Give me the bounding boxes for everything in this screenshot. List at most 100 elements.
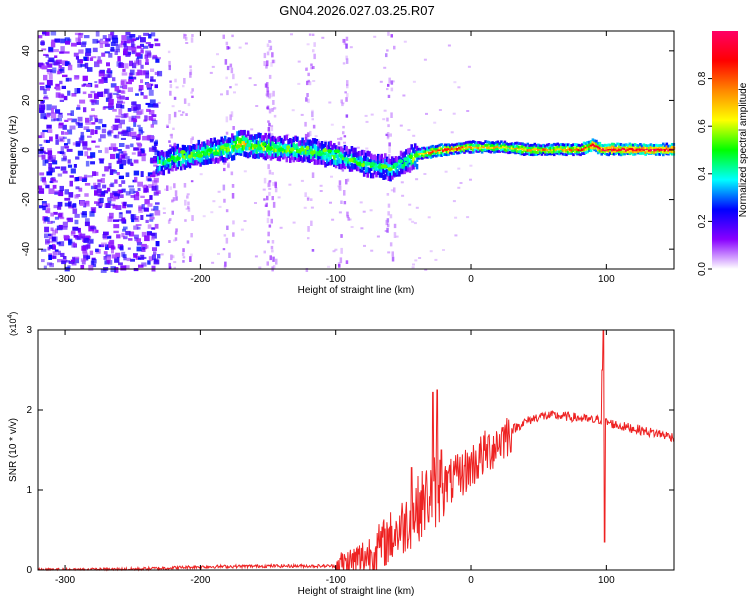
spectrogram-ridge-cell	[266, 138, 269, 145]
spectrogram-ridge-cell	[259, 147, 262, 154]
spectrogram-noise-cell	[118, 184, 122, 187]
spectrogram-ridge-cell	[428, 148, 431, 152]
snr-multiplier-base: (x10	[8, 318, 18, 336]
spectrogram-ridge-cell	[443, 153, 447, 156]
spectrogram-noise-cell	[125, 230, 131, 236]
spectrogram-noise-cell	[83, 107, 87, 113]
spectrogram-ridge-cell	[206, 149, 209, 155]
spectrogram-ridge-blob	[187, 154, 192, 159]
spectrogram-ridge-cell	[591, 146, 595, 150]
spectrogram-ridge-blob	[246, 143, 252, 148]
spectrogram-noise-cell	[116, 103, 122, 109]
spectrogram-noise-cell	[60, 146, 64, 152]
spectrogram-ridge-cell	[660, 151, 663, 155]
spectrogram-ridge-cell	[598, 146, 602, 150]
spectrogram-ridge-cell	[421, 146, 424, 150]
spectrogram-ridge-cell	[537, 148, 540, 151]
spectrogram-ridge-cell	[531, 153, 535, 157]
spectrogram-ridge-cell	[670, 152, 674, 156]
spectrogram-ridge-cell	[387, 158, 391, 164]
spectrogram-ridge-cell	[231, 133, 234, 139]
spectrogram-streak-cell	[187, 201, 190, 206]
spectrogram-ridge-cell	[410, 144, 413, 150]
spectrogram-streak-cell	[385, 219, 388, 226]
spectrogram-streak-cell	[393, 187, 396, 193]
spectrogram-noise-cell	[103, 251, 108, 255]
spectrogram-ridge-cell	[222, 142, 225, 148]
spectrogram-ridge-cell	[647, 150, 651, 154]
spectrogram-ridge-cell	[216, 158, 220, 164]
spectrogram-streak-cell	[306, 93, 309, 97]
spectrogram-noise-cell	[96, 40, 101, 43]
spectrogram-noise-cell	[82, 91, 87, 95]
spectrogram-ridge-cell	[521, 150, 524, 154]
spectrogram-ridge-cell	[619, 146, 623, 150]
spectrogram-noise-cell	[59, 185, 64, 191]
spectrogram-ridge-cell	[267, 133, 271, 139]
spectrogram-ridge-cell	[514, 145, 517, 149]
spectrogram-streak-cell	[271, 108, 274, 112]
spectrogram-ridge-cell	[654, 148, 658, 152]
spectrogram-ridge-cell	[378, 155, 382, 161]
spectrogram-ridge-cell	[581, 148, 584, 152]
spectrogram-faint-cell	[383, 66, 387, 69]
spectrogram-noise-cell	[46, 87, 50, 91]
spectrogram-noise-cell	[42, 31, 46, 36]
spectrogram-noise-cell	[78, 232, 82, 239]
snr-x-tick-label: -300	[55, 575, 75, 586]
spectrogram-ridge-cell	[535, 147, 538, 151]
spectrogram-streak-cell	[345, 43, 348, 49]
spectrogram-ridge-cell	[174, 165, 178, 171]
spectrogram-ridge-cell	[271, 141, 274, 147]
spectrogram-ridge-cell	[428, 146, 431, 150]
spectrogram-noise-cell	[58, 122, 64, 126]
spectrogram-ridge-cell	[570, 148, 574, 152]
spectrogram-noise-cell	[100, 134, 106, 139]
spectrogram-ridge-cell	[454, 145, 457, 149]
spectrogram-ridge-cell	[317, 154, 320, 161]
spectrogram-noise-cell	[141, 262, 147, 267]
spectrogram-noise-cell	[98, 118, 103, 124]
spectrogram-noise-cell	[154, 223, 159, 229]
spectrogram-faint-cell	[402, 94, 406, 97]
spectrogram-ridge-cell	[289, 157, 292, 163]
spectrogram-ridge-cell	[276, 136, 280, 143]
spectrogram-ridge-cell	[341, 151, 345, 157]
spectrogram-ridge-cell	[373, 154, 377, 160]
spectrogram-ridge-cell	[355, 155, 359, 161]
spectrogram-ridge-cell	[385, 160, 389, 166]
spectrogram-faint-cell	[217, 190, 221, 193]
spectrogram-noise-cell	[121, 188, 126, 193]
spectrogram-ridge-cell	[494, 143, 498, 147]
spectrogram-noise-cell	[128, 185, 134, 188]
spectrogram-ridge-blob	[242, 137, 248, 142]
spectrogram-ridge-cell	[544, 144, 547, 148]
spectrogram-noise-cell	[122, 153, 128, 156]
spectrogram-noise-cell	[103, 256, 107, 260]
spectrogram-ridge-cell	[623, 150, 626, 154]
spectrogram-streak-cell	[173, 183, 176, 189]
spectrogram-ridge-cell	[463, 149, 466, 152]
spectrogram-noise-cell	[87, 175, 94, 178]
spectrogram-ridge-cell	[517, 142, 521, 145]
spectrogram-noise-cell	[48, 74, 53, 80]
spectrogram-ridge-cell	[311, 155, 315, 161]
spectrogram-ridge-cell	[670, 145, 674, 149]
spectrogram-ridge-cell	[616, 142, 619, 146]
spectrogram-ridge-cell	[635, 150, 639, 154]
spectrogram-ridge-cell	[577, 146, 581, 149]
spectrogram-ridge-cell	[640, 144, 644, 148]
spectrogram-ridge-cell	[250, 134, 253, 140]
spectrogram-ridge-cell	[259, 151, 262, 158]
spectrogram-ridge-cell	[642, 152, 646, 155]
spectrogram-ridge-blob	[397, 159, 404, 164]
spectrogram-ridge-cell	[472, 148, 475, 152]
spectrogram-noise-cell	[94, 81, 98, 84]
spectrogram-ridge-cell	[447, 147, 450, 151]
spectrogram-ridge-cell	[431, 147, 435, 151]
spectrogram-streak-cell	[169, 84, 173, 89]
spectrogram-ridge-cell	[310, 140, 313, 146]
spectrogram-noise-cell	[141, 243, 147, 250]
spectrogram-noise-cell	[117, 97, 121, 100]
spectrogram-ridge-cell	[603, 143, 607, 147]
